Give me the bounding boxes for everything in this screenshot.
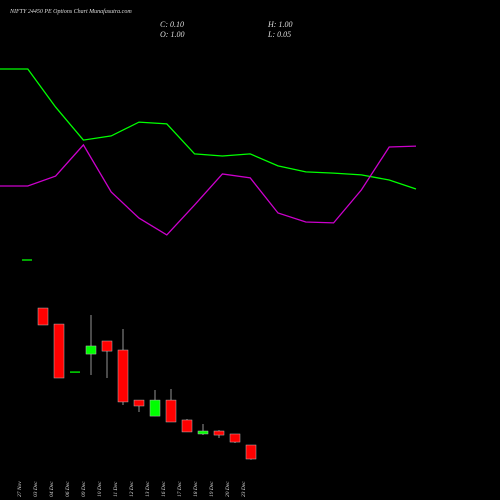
candle-body	[245, 444, 257, 460]
candle-body	[117, 349, 129, 403]
high-label: H: 1.00	[267, 20, 292, 29]
x-tick-label: 11 Dec	[113, 481, 119, 497]
x-tick-label: 19 Dec	[209, 481, 215, 497]
x-tick-label: 10 Dec	[97, 481, 103, 497]
candle-body	[213, 430, 225, 436]
candle-body	[149, 399, 161, 417]
x-tick-label: 13 Dec	[145, 481, 151, 497]
close-label: C: 0.10	[160, 20, 184, 29]
candle-body	[165, 399, 177, 423]
x-tick-label: 23 Dec	[241, 481, 247, 497]
x-tick-label: 18 Dec	[193, 481, 199, 497]
candle-body	[101, 340, 113, 352]
candle-body	[53, 323, 65, 379]
x-tick-label: 16 Dec	[161, 481, 167, 497]
chart-title: NIFTY 24450 PE Options Chart Munafasutra…	[9, 8, 132, 15]
x-tick-label: 12 Dec	[129, 481, 135, 497]
indicator-line	[0, 143, 417, 236]
candle-body	[37, 307, 49, 326]
x-tick-label: 27 Nov	[17, 481, 23, 497]
candle-body	[85, 345, 97, 355]
x-tick-label: 06 Dec	[65, 481, 71, 497]
candle-body	[197, 430, 209, 435]
x-tick-label: 20 Dec	[225, 481, 231, 497]
low-label: L: 0.05	[267, 30, 291, 39]
candle-body	[133, 399, 145, 407]
x-tick-label: 17 Dec	[177, 481, 183, 497]
x-tick-label: 04 Dec	[48, 481, 55, 497]
indicator-line	[0, 68, 417, 190]
open-label: O: 1.00	[160, 30, 184, 39]
x-tick-label: 03 Dec	[33, 481, 39, 497]
candle-body	[181, 419, 193, 433]
candle-body	[229, 433, 241, 443]
x-tick-label: 09 Dec	[81, 481, 87, 497]
